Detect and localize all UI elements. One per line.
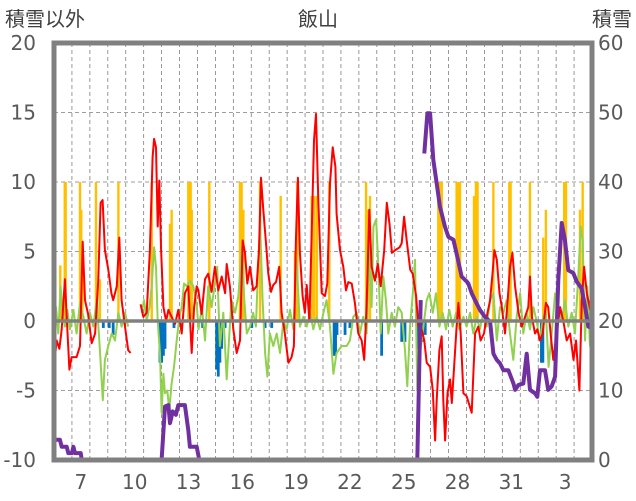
blue-bar <box>380 321 384 356</box>
orange-bar <box>508 182 511 321</box>
chart-title: 飯山 <box>298 7 338 31</box>
orange-bar <box>542 237 545 321</box>
blue-bar <box>101 321 105 328</box>
right-tick-label: 50 <box>598 101 623 125</box>
orange-bar <box>78 182 82 321</box>
left-tick-label: 5 <box>23 240 36 264</box>
x-tick-label: 31 <box>499 470 524 494</box>
right-tick-label: 40 <box>598 170 623 194</box>
blue-bar <box>250 321 254 328</box>
x-tick-label: 10 <box>122 470 147 494</box>
orange-bar <box>364 182 368 321</box>
orange-bar <box>578 209 582 321</box>
x-tick-label: 22 <box>337 470 362 494</box>
left-tick-label: 15 <box>11 101 36 125</box>
blue-bar <box>163 321 167 349</box>
orange-bar <box>94 182 98 321</box>
snow-depth-line <box>54 111 593 462</box>
blue-bar <box>335 321 339 335</box>
right-axis-title: 積雪 <box>592 7 632 31</box>
blue-bar <box>348 321 352 328</box>
orange-bar <box>312 195 316 321</box>
right-tick-label: 30 <box>598 240 623 264</box>
blue-bar <box>160 321 163 363</box>
blue-bar <box>541 321 545 363</box>
series-lines <box>53 111 593 462</box>
orange-bar <box>190 209 193 321</box>
blue-bar <box>343 321 347 335</box>
left-tick-label: -10 <box>3 448 36 472</box>
blue-bar <box>334 321 337 356</box>
right-tick-label: 0 <box>598 448 611 472</box>
x-tick-label: 7 <box>75 470 88 494</box>
x-tick-label: 16 <box>230 470 255 494</box>
orange-bar <box>98 279 102 321</box>
orange-bar <box>64 182 67 321</box>
orange-bar <box>238 182 242 321</box>
right-tick-label: 20 <box>598 309 623 333</box>
orange-bar <box>208 182 211 321</box>
orange-bar <box>544 209 548 321</box>
orange-bar <box>457 182 460 321</box>
blue-bar <box>403 321 407 342</box>
left-tick-label: 0 <box>23 309 36 333</box>
blue-bar <box>161 321 165 356</box>
orange-bar <box>440 182 443 321</box>
orange-bar <box>437 182 440 321</box>
gridlines <box>54 43 592 460</box>
orange-bar <box>438 182 442 321</box>
blue-bar <box>107 321 111 328</box>
left-axis-title: 積雪以外 <box>5 7 85 31</box>
orange-bar <box>476 182 479 321</box>
blue-bar <box>415 321 419 349</box>
orange-bar <box>296 182 299 321</box>
plot-frame <box>51 40 595 463</box>
blue-bar <box>216 321 220 377</box>
tick-labels: -10 -5 0 5 10 15 20 0 10 20 30 40 50 60 7 10 13 16 19 22 25 2… <box>3 31 623 494</box>
blue-bar <box>172 321 176 328</box>
x-tick-label: 19 <box>283 470 308 494</box>
left-tick-label: 10 <box>11 170 36 194</box>
orange-bar <box>528 182 532 321</box>
orange-bar <box>474 182 478 321</box>
orange-bar <box>458 182 462 321</box>
orange-bar <box>509 182 512 321</box>
x-tick-label: 13 <box>176 470 201 494</box>
plot-border <box>51 40 595 463</box>
blue-bar <box>263 321 267 328</box>
orange-bar <box>168 223 172 321</box>
blue-bar <box>540 321 543 363</box>
red-series-line <box>53 112 593 442</box>
left-tick-label: 20 <box>11 31 36 55</box>
blue-bar <box>111 321 115 335</box>
left-tick-label: -5 <box>16 379 36 403</box>
orange-bar <box>328 182 331 321</box>
blue-bar <box>423 321 427 335</box>
orange-bar <box>315 195 318 321</box>
x-tick-label: 25 <box>391 470 416 494</box>
blue-bar <box>223 321 227 328</box>
orange-bar <box>170 209 173 321</box>
blue-bar <box>270 321 274 328</box>
blue-bar <box>332 321 336 356</box>
orange-bar <box>472 195 476 321</box>
x-tick-label: 28 <box>445 470 470 494</box>
x-tick-label: 3 <box>559 470 572 494</box>
right-tick-label: 60 <box>598 31 623 55</box>
orange-bar <box>279 195 282 321</box>
orange-bar <box>188 182 191 321</box>
blue-bar <box>400 321 404 342</box>
blue-bar <box>215 321 219 370</box>
orange-bar <box>150 182 153 321</box>
right-tick-label: 10 <box>598 379 623 403</box>
